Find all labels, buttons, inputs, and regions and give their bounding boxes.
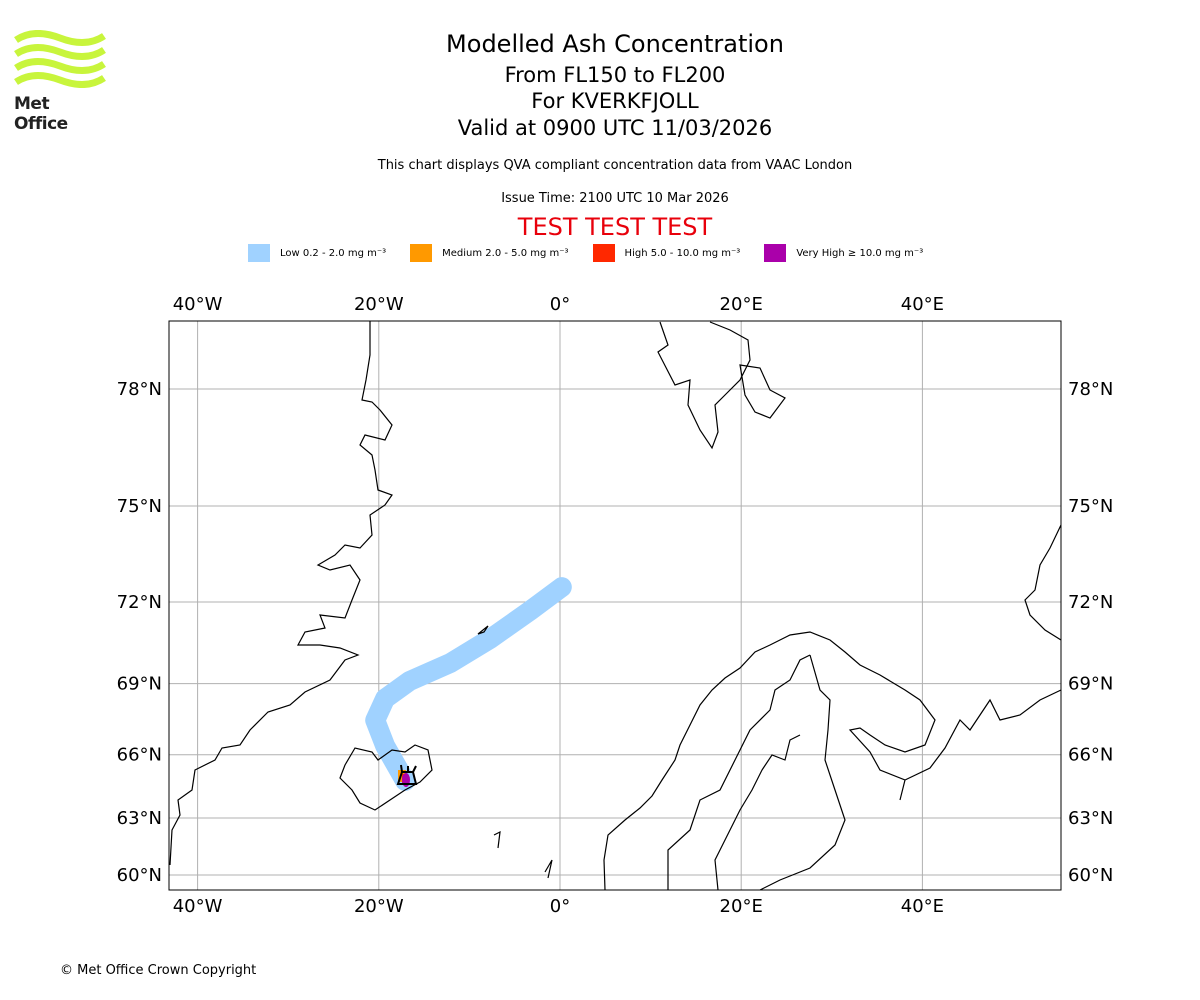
legend-swatch [592,244,615,262]
lon-tick-label: 20°W [354,896,404,917]
lat-tick-label: 63°N [1068,808,1113,829]
legend-swatch [764,244,787,262]
map-frame [168,320,1062,891]
volcano-icon [396,764,418,785]
lat-tick-label: 60°N [1068,865,1113,886]
iceland-coast [339,744,433,811]
greenland-coast [169,321,393,866]
legend-item: Medium 2.0 - 5.0 mg m⁻³ [410,244,569,262]
lon-tick-label: 40°W [173,294,223,315]
faroe-islands [493,830,501,849]
lon-tick-label: 0° [550,294,570,315]
legend-label: High 5.0 - 10.0 mg m⁻³ [624,247,741,259]
legend-swatch [410,244,433,262]
lat-tick-label: 72°N [117,592,162,613]
legend-label: Low 0.2 - 2.0 mg m⁻³ [280,247,387,259]
legend-item: Low 0.2 - 2.0 mg m⁻³ [248,244,386,262]
ash-plume [365,577,572,791]
scandinavia-coast [603,631,1062,891]
issue-time: Issue Time: 2100 UTC 10 Mar 2026 [501,191,729,206]
lat-tick-label: 66°N [117,745,162,766]
axis-tick-labels: 40°W 40°W 20°W 20°W 0° 0° 20°E 20°E 40°E 40°E 78°N… [117,294,1114,917]
legend-item: Very High ≥ 10.0 mg m⁻³ [764,244,923,262]
legend: Low 0.2 - 2.0 mg m⁻³ Medium 2.0 - 5.0 mg … [248,244,947,262]
lon-tick-label: 20°W [354,294,404,315]
finland-outline [714,654,846,891]
test-banner: TEST TEST TEST [517,213,713,241]
lat-tick-label: 72°N [1068,592,1113,613]
ash-low-plume [365,577,572,791]
lat-tick-label: 78°N [117,379,162,400]
lon-tick-label: 20°E [720,294,763,315]
jan-mayen [477,625,489,635]
lon-tick-label: 40°E [901,294,944,315]
shetland [544,859,553,879]
lat-tick-label: 63°N [117,808,162,829]
logo-text: Met Office [14,94,68,134]
volcano-marker [396,764,418,787]
flight-level-range: From FL150 to FL200 [504,63,726,87]
met-office-logo: Met Office [14,30,106,134]
legend-item: High 5.0 - 10.0 mg m⁻³ [592,244,741,262]
lat-tick-label: 75°N [117,496,162,517]
chart-title: Modelled Ash Concentration [446,30,784,58]
coastlines [169,321,1062,891]
svalbard-coast [657,321,786,450]
legend-label: Medium 2.0 - 5.0 mg m⁻³ [442,247,569,259]
lon-tick-label: 40°E [901,896,944,917]
met-office-waves-icon [14,30,106,88]
lon-tick-label: 20°E [720,896,763,917]
chart-description: This chart displays QVA compliant concen… [377,158,853,173]
norway-sweden-border [667,654,811,890]
gridlines [169,321,1061,890]
lat-tick-label: 75°N [1068,496,1113,517]
lon-tick-label: 0° [550,896,570,917]
lat-tick-label: 60°N [117,865,162,886]
lat-tick-label: 66°N [1068,745,1113,766]
copyright: © Met Office Crown Copyright [60,963,257,978]
volcano-name: For KVERKFJOLL [531,89,699,113]
lat-tick-label: 69°N [117,674,162,695]
lon-tick-label: 40°W [173,896,223,917]
legend-swatch [248,244,270,262]
lat-tick-label: 69°N [1068,674,1113,695]
novaya-zemlya-coast [1024,524,1062,641]
legend-label: Very High ≥ 10.0 mg m⁻³ [796,247,924,259]
lat-tick-label: 78°N [1068,379,1113,400]
valid-time: Valid at 0900 UTC 11/03/2026 [457,116,773,140]
